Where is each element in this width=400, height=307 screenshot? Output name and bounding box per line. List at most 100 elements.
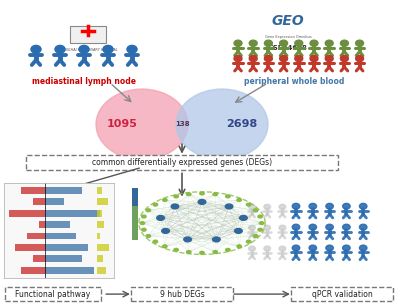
Circle shape [103, 45, 113, 53]
Circle shape [249, 56, 257, 62]
Circle shape [254, 235, 258, 237]
Text: 138: 138 [175, 121, 189, 127]
Circle shape [127, 45, 137, 53]
Bar [97, 232, 100, 239]
Circle shape [343, 203, 350, 209]
Circle shape [295, 40, 303, 46]
Circle shape [264, 40, 272, 46]
Circle shape [292, 245, 300, 251]
Circle shape [280, 56, 288, 62]
Bar [97, 244, 109, 251]
Circle shape [146, 209, 150, 212]
Circle shape [310, 56, 318, 62]
Circle shape [212, 237, 220, 242]
Circle shape [249, 225, 255, 230]
Circle shape [140, 222, 144, 224]
Circle shape [153, 203, 158, 206]
Bar [97, 255, 103, 262]
Bar [132, 206, 138, 240]
Circle shape [162, 199, 167, 201]
FancyBboxPatch shape [70, 26, 106, 43]
Text: 1095: 1095 [106, 119, 138, 129]
Text: GSE34608: GSE34608 [268, 45, 308, 51]
Circle shape [309, 245, 316, 251]
Text: GEO: GEO [272, 14, 304, 29]
FancyBboxPatch shape [291, 287, 393, 301]
Circle shape [234, 40, 242, 46]
Circle shape [213, 251, 218, 254]
Text: Functional pathway: Functional pathway [15, 290, 90, 299]
Circle shape [174, 195, 178, 198]
Circle shape [186, 193, 191, 196]
Circle shape [200, 192, 204, 195]
Text: qPCR validation: qPCR validation [312, 290, 372, 299]
Circle shape [234, 56, 242, 62]
Bar [45, 255, 82, 262]
Bar [45, 221, 70, 228]
Circle shape [79, 45, 89, 53]
Circle shape [264, 56, 272, 62]
Circle shape [326, 245, 333, 251]
Circle shape [343, 224, 350, 230]
Circle shape [258, 215, 262, 218]
Bar [15, 244, 45, 251]
Circle shape [280, 40, 288, 46]
Bar [45, 244, 88, 251]
Circle shape [237, 245, 242, 248]
Circle shape [176, 89, 268, 160]
Bar [45, 198, 64, 205]
Bar [27, 232, 45, 239]
Circle shape [325, 56, 333, 62]
Circle shape [309, 203, 316, 209]
Bar [45, 232, 76, 239]
Bar [45, 187, 82, 194]
Bar [45, 210, 100, 217]
Circle shape [356, 56, 364, 62]
Circle shape [171, 204, 179, 209]
Circle shape [157, 216, 164, 220]
Circle shape [153, 240, 158, 243]
Circle shape [249, 246, 255, 251]
Circle shape [292, 224, 300, 230]
Circle shape [326, 203, 333, 209]
Circle shape [237, 199, 242, 201]
Bar [9, 210, 45, 217]
Text: peripheral whole blood: peripheral whole blood [244, 77, 344, 86]
FancyBboxPatch shape [26, 155, 338, 170]
Text: 9 hub DEGs: 9 hub DEGs [160, 290, 204, 299]
Circle shape [264, 246, 270, 251]
Circle shape [264, 225, 270, 230]
Circle shape [142, 215, 146, 218]
Circle shape [309, 224, 316, 230]
Circle shape [340, 56, 348, 62]
Circle shape [279, 246, 286, 251]
Circle shape [258, 228, 262, 231]
Circle shape [246, 240, 251, 243]
Circle shape [264, 204, 270, 209]
FancyBboxPatch shape [5, 287, 101, 301]
Circle shape [146, 235, 150, 237]
Circle shape [226, 248, 230, 251]
Circle shape [246, 203, 251, 206]
Text: 2698: 2698 [226, 119, 258, 129]
Circle shape [162, 245, 167, 248]
Circle shape [226, 195, 230, 198]
Circle shape [162, 228, 169, 233]
Circle shape [356, 40, 364, 46]
Circle shape [292, 203, 300, 209]
Text: SHANGHAI PULMONARY HOSPITAL: SHANGHAI PULMONARY HOSPITAL [58, 48, 118, 52]
Circle shape [184, 237, 192, 242]
Bar [39, 221, 45, 228]
Bar [97, 187, 102, 194]
Text: Gene Expression Omnibus: Gene Expression Omnibus [265, 35, 311, 39]
Circle shape [225, 204, 233, 209]
Bar [33, 255, 45, 262]
Circle shape [213, 193, 218, 196]
Bar [97, 198, 108, 205]
Circle shape [254, 209, 258, 212]
Circle shape [360, 245, 367, 251]
Circle shape [325, 40, 333, 46]
Circle shape [235, 228, 242, 233]
Bar [33, 198, 45, 205]
Circle shape [96, 89, 188, 160]
